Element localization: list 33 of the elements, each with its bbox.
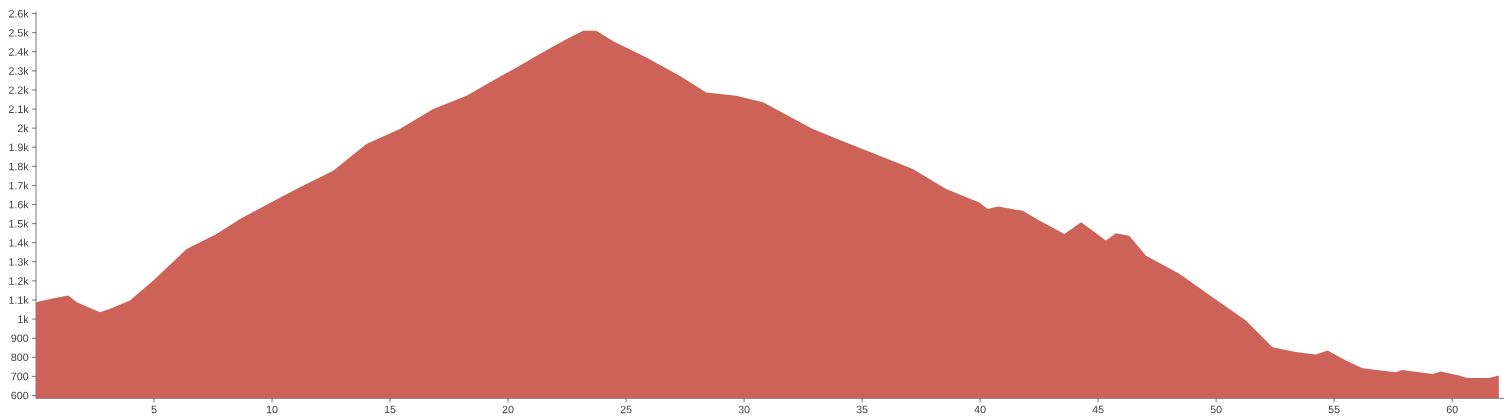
x-tick-label: 15: [384, 405, 396, 414]
y-tick-label: 2.6k: [9, 9, 29, 18]
y-tick-label: 1.4k: [9, 238, 29, 247]
y-tick-label: 1.2k: [9, 277, 29, 285]
y-tick-label: 900: [11, 334, 29, 342]
x-tick-label: 50: [1210, 405, 1222, 414]
y-tick-label: 1.9k: [9, 143, 29, 152]
x-tick-label: 5: [151, 405, 157, 414]
y-tick-label: 2.4k: [9, 47, 29, 56]
y-tick-label: 1.3k: [9, 257, 29, 266]
y-tick-label: 1k: [18, 315, 29, 323]
x-tick-label: 20: [502, 405, 514, 414]
y-tick-label: 2.3k: [9, 66, 29, 75]
y-tick-label: 2.1k: [9, 105, 29, 113]
y-tick-label: 1.6k: [9, 200, 29, 209]
y-tick-label: 1.1k: [9, 296, 29, 304]
x-tick-label: 25: [620, 405, 632, 414]
y-tick-label: 600: [11, 391, 29, 400]
x-tick-label: 35: [856, 405, 868, 414]
y-tick-label: 1.8k: [9, 162, 29, 171]
y-tick-label: 2.5k: [9, 28, 29, 37]
x-tick-label: 30: [738, 405, 750, 414]
x-tick-label: 40: [974, 405, 986, 414]
x-tick-label: 45: [1092, 405, 1104, 414]
y-tick-label: 2.2k: [9, 86, 29, 94]
y-tick-label: 1.5k: [9, 219, 29, 228]
y-tick-label: 800: [11, 353, 29, 362]
y-tick-label: 2k: [17, 124, 29, 133]
x-tick-label: 60: [1446, 405, 1458, 414]
y-tick-label: 1.7k: [9, 181, 29, 190]
x-tick-label: 55: [1328, 405, 1340, 414]
x-tick-label: 10: [266, 405, 278, 414]
y-tick-label: 700: [11, 372, 29, 381]
